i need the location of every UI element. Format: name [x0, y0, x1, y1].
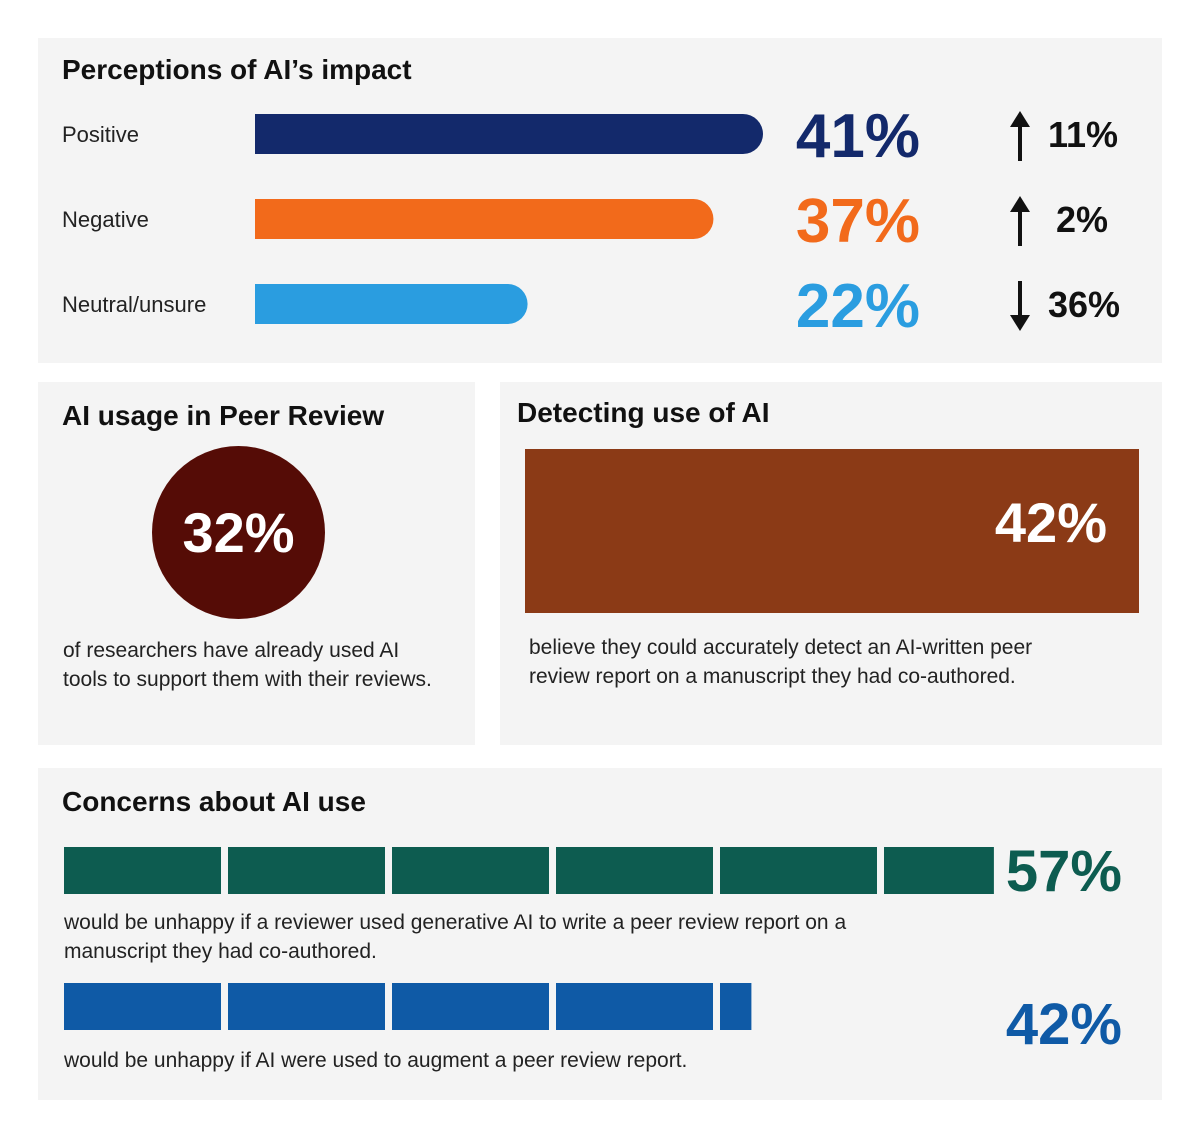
concerns-panel: Concerns about AI use 57% 42% would be un… [38, 768, 1162, 1100]
concerns-chart: 57% 42% [64, 839, 1122, 1057]
detecting-value: 42% [994, 491, 1107, 554]
concern-bar-segment [884, 847, 994, 894]
perception-bar [255, 199, 714, 239]
perception-bar [255, 284, 528, 324]
perception-value: 37% [796, 187, 920, 256]
arrow-up-icon [1010, 196, 1030, 246]
detecting-description: believe they could accurately detect an … [529, 636, 1033, 688]
perception-value: 22% [796, 272, 920, 341]
concern-bar-segment [720, 847, 877, 894]
usage-value: 32% [182, 501, 295, 564]
concern-value: 57% [1006, 839, 1122, 904]
concern-bar-segment [228, 983, 385, 1030]
concerns-title: Concerns about AI use [62, 786, 366, 817]
concern-value: 42% [1006, 992, 1122, 1057]
arrow-up-icon [1010, 111, 1030, 161]
perception-change: 2% [1056, 199, 1108, 240]
perception-bar [255, 114, 763, 154]
concerns-description-2: would be unhappy if AI were used to augm… [64, 1049, 688, 1072]
usage-title: AI usage in Peer Review [62, 400, 385, 431]
perception-label: Positive [62, 122, 139, 147]
concern-bar-segment [556, 983, 713, 1030]
detecting-box: 42% [525, 449, 1139, 613]
perception-label: Neutral/unsure [62, 292, 206, 317]
concern-bar-segment [392, 847, 549, 894]
usage-description: of researchers have already used AI tool… [63, 639, 432, 691]
concern-bar-segment [228, 847, 385, 894]
detecting-title: Detecting use of AI [517, 397, 770, 428]
perceptions-panel: Perceptions of AI’s impact Positive 41% 11… [38, 38, 1162, 363]
concern-bar-segment [392, 983, 549, 1030]
usage-panel: AI usage in Peer Review 32% of researche… [38, 382, 475, 745]
detecting-panel: Detecting use of AI 42% believe they cou… [500, 382, 1162, 745]
arrow-down-icon [1010, 281, 1030, 331]
concern-bar-segment [720, 983, 752, 1030]
concern-bar-segment [64, 847, 221, 894]
perceptions-chart: Positive 41% 11% Negative 37% 2% Neutral/unsur… [62, 102, 1120, 341]
usage-circle: 32% [152, 446, 325, 619]
concern-bar-segment [64, 983, 221, 1030]
perception-change: 11% [1048, 114, 1118, 155]
perception-label: Negative [62, 207, 149, 232]
perceptions-title: Perceptions of AI’s impact [62, 54, 412, 85]
concern-bar-segment [556, 847, 713, 894]
perception-value: 41% [796, 102, 920, 171]
perception-change: 36% [1048, 284, 1120, 325]
concerns-description-1: would be unhappy if a reviewer used gene… [64, 911, 847, 963]
